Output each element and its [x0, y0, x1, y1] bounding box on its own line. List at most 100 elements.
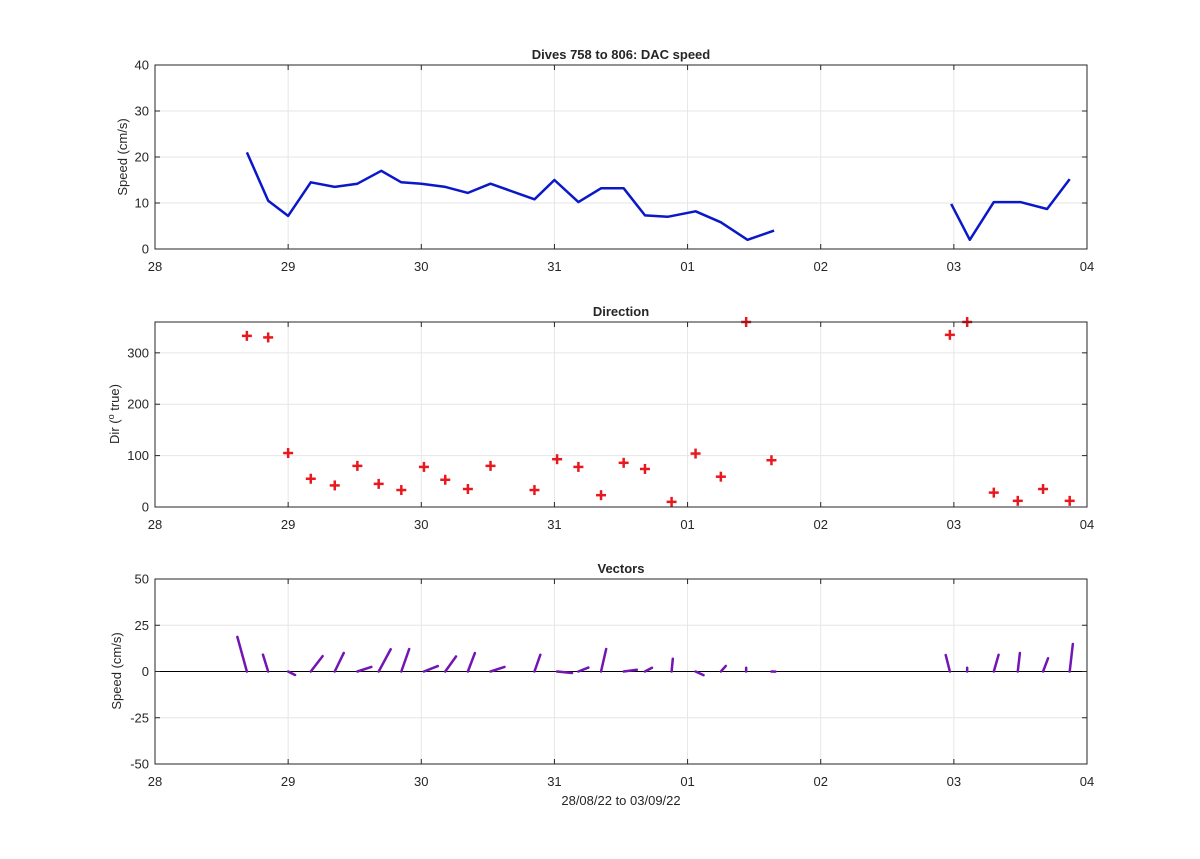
y-tick-label: -25 — [130, 710, 149, 725]
direction-point — [283, 448, 294, 459]
vector-stick — [489, 665, 506, 673]
vector-stick — [286, 670, 297, 677]
vector-stick — [377, 648, 392, 673]
speed-series-line — [245, 151, 775, 242]
vector-stick — [719, 664, 728, 673]
vector-stick — [577, 666, 590, 673]
direction-ylabel-suffix: true) — [107, 384, 122, 414]
y-tick-label: 30 — [135, 104, 149, 119]
x-axis-label: 28/08/22 to 03/09/22 — [561, 793, 680, 808]
y-tick-label: 0 — [142, 664, 149, 679]
direction-point — [263, 332, 274, 343]
y-tick-label: -50 — [130, 757, 149, 772]
vector-stick — [1068, 642, 1075, 673]
direction-point — [639, 463, 650, 474]
direction-point — [715, 471, 726, 482]
x-tick-label: 30 — [414, 259, 428, 274]
x-tick-label: 28 — [148, 517, 162, 532]
x-tick-label: 04 — [1080, 259, 1094, 274]
x-tick-label: 31 — [547, 774, 561, 789]
x-tick-label: 01 — [680, 774, 694, 789]
vector-stick — [261, 653, 270, 673]
x-tick-label: 02 — [813, 259, 827, 274]
vector-stick — [1016, 651, 1022, 673]
direction-point — [529, 485, 540, 496]
vectors-ylabel: Speed (cm/s) — [109, 632, 124, 709]
x-tick-label: 02 — [813, 774, 827, 789]
direction-point — [241, 330, 252, 341]
x-tick-label: 29 — [281, 517, 295, 532]
vector-stick — [670, 657, 675, 673]
x-tick-label: 31 — [547, 517, 561, 532]
direction-ylabel-degree: o — [106, 414, 116, 419]
y-tick-label: 0 — [142, 500, 149, 515]
y-tick-label: 100 — [127, 448, 149, 463]
speed-grid — [155, 65, 1087, 249]
vector-stick — [1041, 657, 1050, 673]
direction-point — [462, 484, 473, 495]
y-tick-label: 300 — [127, 345, 149, 360]
direction-point — [485, 460, 496, 471]
x-tick-label: 01 — [680, 517, 694, 532]
direction-axes-box — [154, 321, 1088, 508]
direction-point — [666, 496, 677, 507]
x-tick-label: 28 — [148, 259, 162, 274]
vectors-ticks: 28 29 30 31 01 02 03 04 -50 -25 0 25 50 — [130, 572, 1094, 790]
direction-point — [373, 478, 384, 489]
x-tick-label: 03 — [947, 774, 961, 789]
y-tick-label: 200 — [127, 397, 149, 412]
direction-ylabel-prefix: Dir ( — [107, 419, 122, 444]
direction-panel: 28 29 30 31 01 02 03 04 0 100 200 300 Direction Dir… — [106, 304, 1094, 532]
direction-point — [690, 448, 701, 459]
y-tick-label: 25 — [135, 618, 149, 633]
direction-point — [440, 474, 451, 485]
direction-ticks: 28 29 30 31 01 02 03 04 0 100 200 300 — [127, 322, 1094, 532]
vector-stick — [236, 635, 249, 673]
x-tick-label: 30 — [414, 774, 428, 789]
x-tick-label: 02 — [813, 517, 827, 532]
vectors-title: Vectors — [598, 561, 645, 576]
direction-point — [944, 329, 955, 340]
direction-point — [988, 487, 999, 498]
speed-title: Dives 758 to 806: DAC speed — [532, 47, 711, 62]
y-tick-label: 0 — [142, 242, 149, 257]
vector-stick — [400, 647, 411, 673]
vector-stick — [622, 668, 639, 673]
y-tick-label: 40 — [135, 58, 149, 73]
direction-point — [396, 485, 407, 496]
direction-point — [352, 460, 363, 471]
speed-ticks: 28 29 30 31 01 02 03 04 0 10 20 30 40 — [135, 58, 1095, 275]
direction-point — [329, 480, 340, 491]
direction-ylabel: Dir (o true) — [106, 384, 122, 444]
speed-series-line — [950, 178, 1071, 242]
vector-stick — [643, 666, 654, 673]
x-tick-label: 28 — [148, 774, 162, 789]
direction-point — [418, 461, 429, 472]
x-tick-label: 01 — [680, 259, 694, 274]
direction-point — [1012, 495, 1023, 506]
x-tick-label: 31 — [547, 259, 561, 274]
direction-point — [618, 457, 629, 468]
vector-stick — [555, 670, 574, 675]
vector-stick — [466, 651, 477, 673]
y-tick-label: 10 — [135, 196, 149, 211]
vector-stick — [422, 664, 440, 673]
vectors-panel: 28 29 30 31 01 02 03 04 -50 -25 0 25 50 Vectors Spee… — [109, 561, 1094, 808]
y-tick-label: 50 — [135, 572, 149, 587]
direction-title: Direction — [593, 304, 649, 319]
vector-stick — [309, 654, 324, 673]
direction-point — [766, 455, 777, 466]
vectors-sticks — [155, 635, 1087, 677]
x-tick-label: 30 — [414, 517, 428, 532]
direction-point — [1064, 495, 1075, 506]
speed-panel: 28 29 30 31 01 02 03 04 0 10 20 30 40 Dives 758 to 8… — [115, 47, 1094, 274]
direction-grid — [155, 322, 1087, 507]
direction-point — [573, 461, 584, 472]
direction-point — [552, 454, 563, 465]
x-tick-label: 29 — [281, 259, 295, 274]
vector-stick — [992, 653, 1000, 673]
y-tick-label: 20 — [135, 150, 149, 165]
x-tick-label: 03 — [947, 517, 961, 532]
vector-stick — [444, 655, 458, 673]
